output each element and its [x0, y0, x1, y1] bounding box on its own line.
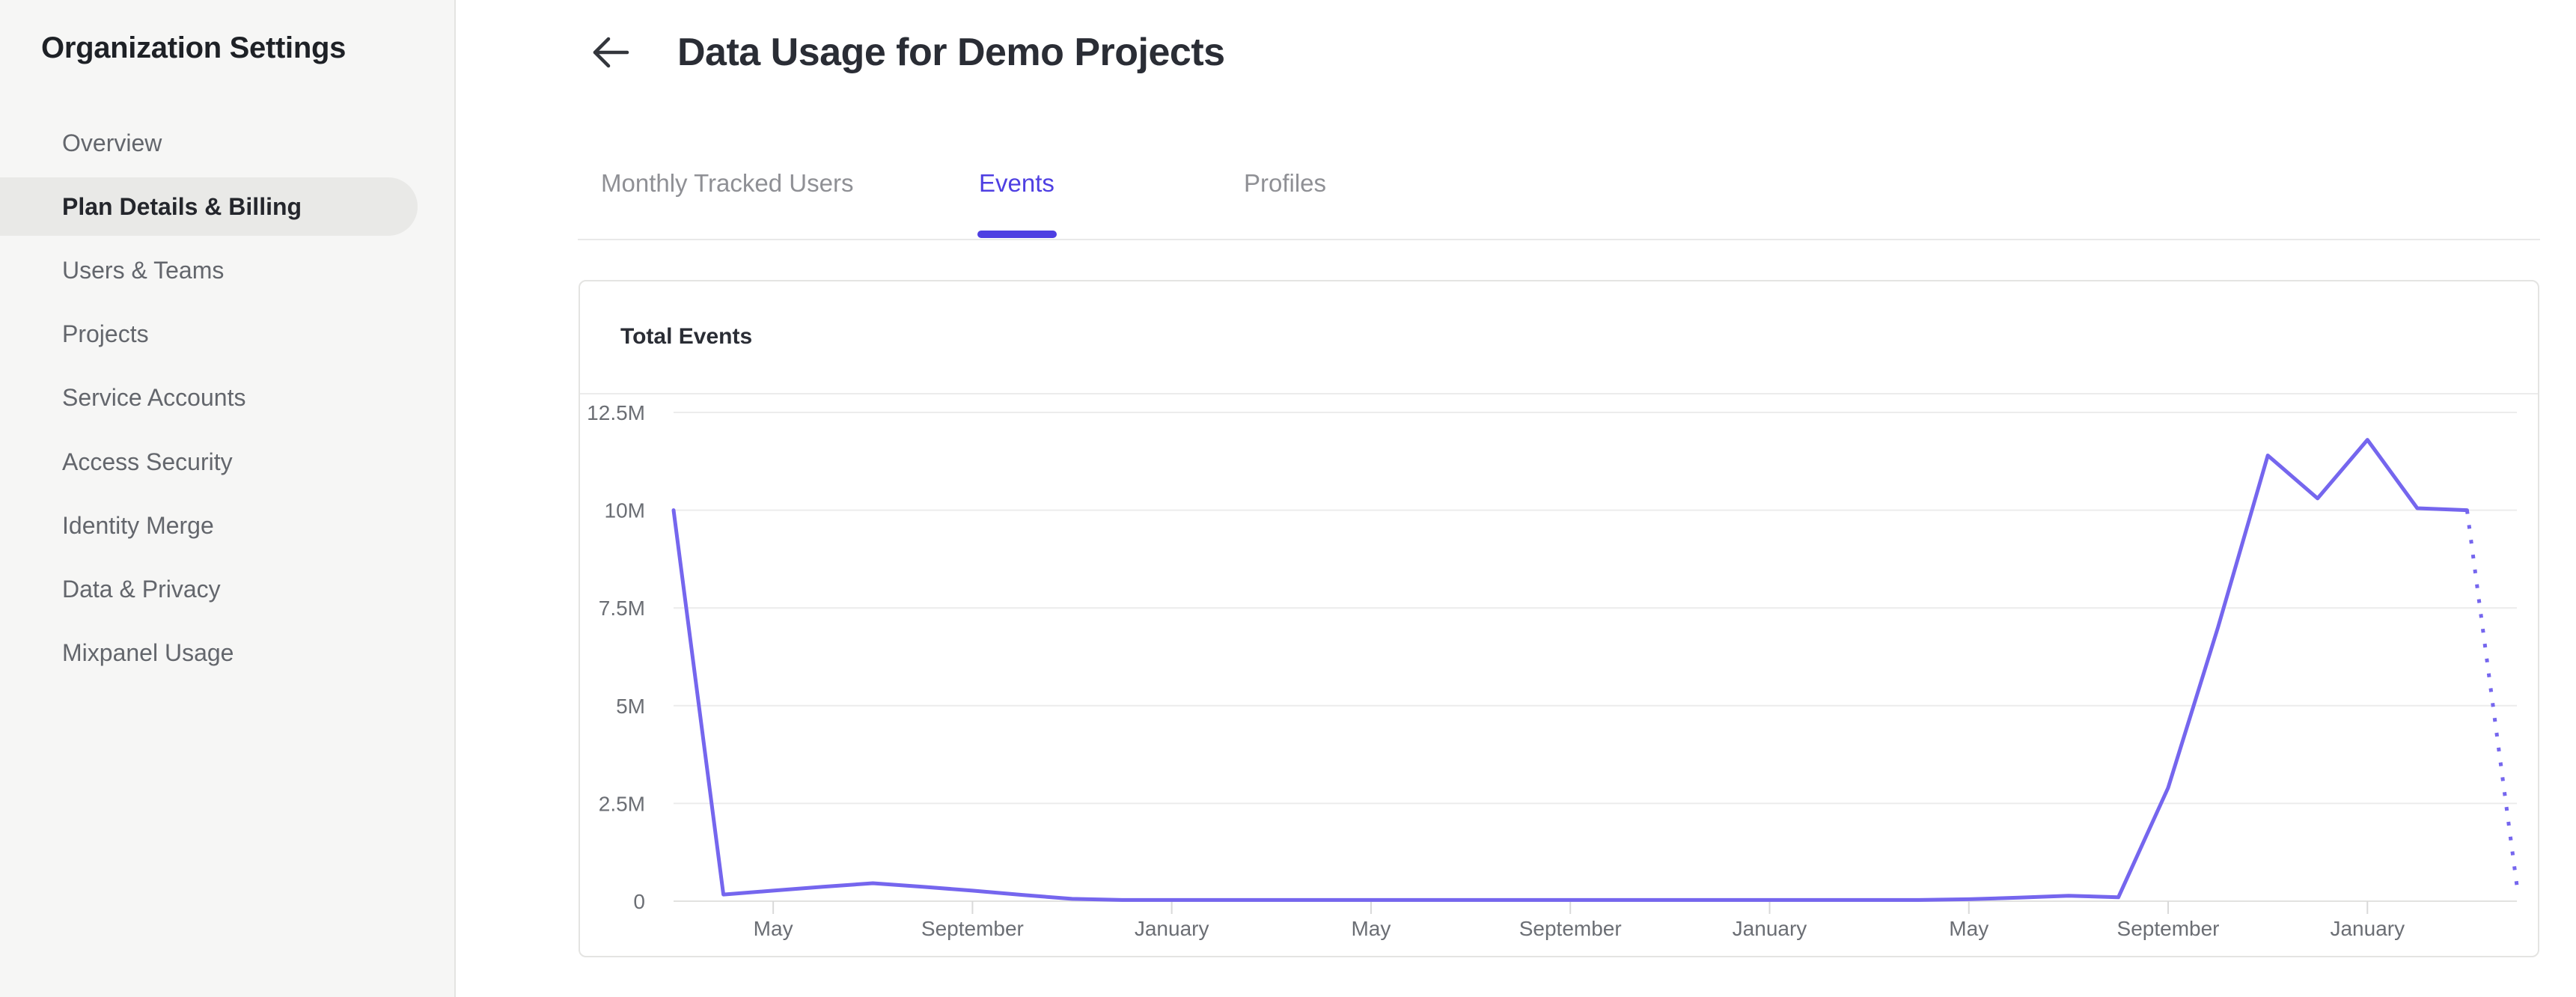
tab-monthly-tracked-users[interactable]: Monthly Tracked Users — [601, 169, 854, 197]
x-axis-label: September — [921, 917, 1024, 940]
sidebar-item-overview[interactable]: Overview — [62, 129, 162, 156]
sidebar-item-mixpanel-usage[interactable]: Mixpanel Usage — [62, 639, 234, 666]
back-arrow-icon[interactable] — [590, 34, 631, 70]
total-events-card: Total Events 0 2.5M 5M 7.5M 10M 12.5M May Septe… — [579, 280, 2539, 957]
y-axis-label: 0 — [633, 890, 645, 913]
sidebar-item-access-security[interactable]: Access Security — [62, 448, 233, 475]
y-axis-label: 7.5M — [599, 597, 645, 620]
y-axis-label: 5M — [616, 695, 645, 718]
sidebar-item-users-teams[interactable]: Users & Teams — [62, 257, 225, 284]
tab-profiles[interactable]: Profiles — [1244, 169, 1327, 197]
tab-events[interactable]: Events — [979, 169, 1054, 197]
x-axis-label: May — [1949, 917, 1989, 940]
x-axis-label: May — [754, 917, 793, 940]
x-axis-label: September — [2117, 917, 2220, 940]
sidebar-item-identity-merge[interactable]: Identity Merge — [62, 512, 214, 539]
active-tab-underline — [977, 231, 1057, 238]
total-events-line-chart: 0 2.5M 5M 7.5M 10M 12.5M May September January Ma… — [587, 401, 2519, 940]
x-axis-label: January — [1135, 917, 1209, 940]
y-axis-label: 10M — [605, 499, 645, 522]
sidebar-item-projects[interactable]: Projects — [62, 320, 149, 347]
tab-bar-border — [578, 239, 2540, 240]
sidebar-item-data-privacy[interactable]: Data & Privacy — [62, 576, 221, 603]
sidebar: Organization Settings Overview Plan Detai… — [0, 0, 456, 997]
x-axis-label: January — [2330, 917, 2405, 940]
x-axis-label: January — [1733, 917, 1807, 940]
sidebar-item-plan-details-billing[interactable]: Plan Details & Billing — [0, 177, 418, 236]
events-line — [671, 438, 2469, 902]
sidebar-item-service-accounts[interactable]: Service Accounts — [62, 384, 246, 411]
x-axis-label: May — [1351, 917, 1391, 940]
sidebar-title: Organization Settings — [41, 31, 347, 64]
y-axis-label: 12.5M — [587, 401, 645, 424]
x-axis-label: September — [1519, 917, 1622, 940]
chart-title: Total Events — [620, 324, 753, 349]
y-axis-label: 2.5M — [599, 792, 645, 815]
page-title: Data Usage for Demo Projects — [677, 31, 1225, 74]
card-divider — [580, 393, 2538, 394]
events-line-projection — [2464, 510, 2519, 886]
